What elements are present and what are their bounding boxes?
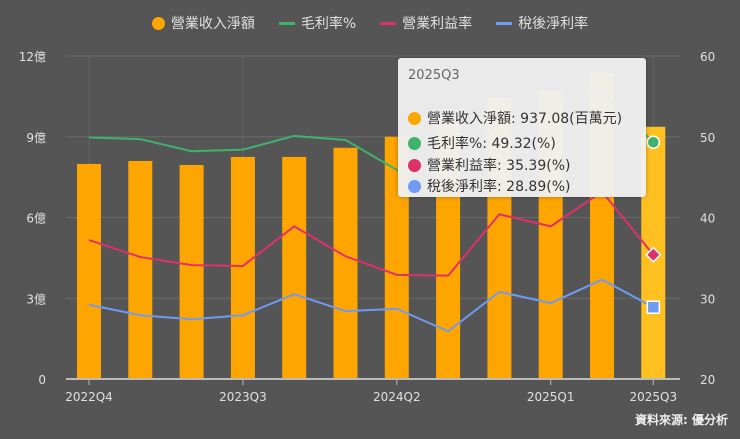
series-line-1 <box>88 190 655 277</box>
tooltip-marker <box>408 111 421 125</box>
tooltip-text: 稅後淨利率: 28.89(%) <box>427 179 571 195</box>
highlight-marker <box>646 300 661 314</box>
legend-item-gross-margin[interactable]: 毛利率% <box>278 13 357 33</box>
tooltip-text: 營業收入淨額: 937.08(百萬元) <box>427 111 623 127</box>
x-tick-label: 2023Q3 <box>219 390 267 404</box>
legend-item-operating-margin[interactable]: 營業利益率 <box>380 13 472 33</box>
tooltip-text: 營業利益率: 35.39(%) <box>427 158 571 174</box>
tooltip-marker <box>408 179 421 193</box>
legend-marker <box>496 21 513 25</box>
right-tick-label: 60 <box>700 50 715 64</box>
right-tick-label: 30 <box>700 292 715 306</box>
legend-label: 營業收入淨額 <box>170 16 255 32</box>
tooltip-row-operating-margin: 營業利益率: 35.39(%) <box>408 155 570 175</box>
legend-marker <box>151 16 165 30</box>
legend-item-net-margin[interactable]: 稅後淨利率 <box>496 13 588 33</box>
left-tick-label: 12億 <box>19 50 46 64</box>
highlight-marker <box>646 135 661 149</box>
revenue-bar <box>128 160 153 379</box>
tooltip-marker <box>408 158 421 172</box>
x-tick-label: 2025Q1 <box>527 390 575 404</box>
tooltip: 2025Q3 營業收入淨額: 937.08(百萬元) 毛利率%: 49.32(%… <box>398 58 646 197</box>
revenue-bar <box>333 147 358 379</box>
tooltip-text: 毛利率%: 49.32(%) <box>427 136 556 152</box>
tooltip-row-revenue: 營業收入淨額: 937.08(百萬元) <box>408 108 622 128</box>
x-tick-label: 2022Q4 <box>65 390 113 404</box>
revenue-bar <box>179 165 204 379</box>
legend-label: 營業利益率 <box>402 16 473 32</box>
revenue-bar <box>282 156 307 379</box>
tooltip-marker <box>408 136 421 150</box>
legend-item-revenue[interactable]: 營業收入淨額 <box>151 13 255 33</box>
left-tick-label: 9億 <box>26 131 46 145</box>
revenue-bar <box>230 156 255 379</box>
legend-label: 毛利率% <box>300 16 357 32</box>
right-tick-label: 20 <box>700 373 715 387</box>
x-tick-label: 2024Q2 <box>373 390 421 404</box>
highlight-marker <box>645 246 662 263</box>
revenue-bar <box>77 163 101 379</box>
right-tick-label: 40 <box>700 212 715 226</box>
tooltip-row-net-margin: 稅後淨利率: 28.89(%) <box>408 176 570 196</box>
source-note: 資料來源: 優分析 <box>635 413 728 427</box>
series-line-2 <box>88 278 654 333</box>
legend: 營業收入淨額 毛利率% 營業利益率 稅後淨利率 <box>0 13 740 33</box>
tooltip-title: 2025Q3 <box>408 68 460 83</box>
legend-marker <box>278 21 295 25</box>
left-tick-label: 0 <box>38 373 46 387</box>
legend-label: 稅後淨利率 <box>518 16 589 32</box>
legend-marker <box>380 21 397 25</box>
left-tick-label: 6億 <box>26 212 46 226</box>
x-tick-label: 2025Q3 <box>629 390 677 404</box>
tooltip-row-gross-margin: 毛利率%: 49.32(%) <box>408 133 556 153</box>
right-tick-label: 50 <box>700 131 715 145</box>
left-tick-label: 3億 <box>26 292 46 306</box>
